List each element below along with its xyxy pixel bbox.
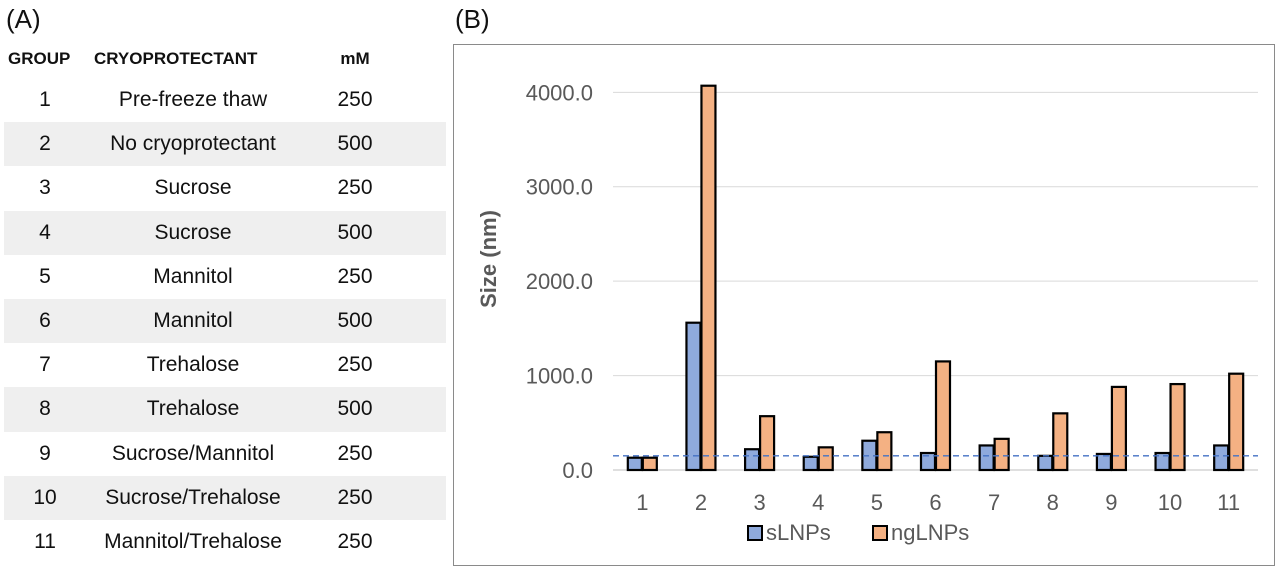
- bar-slnps-4: [802, 455, 819, 472]
- x-tick-label: 9: [1105, 490, 1117, 515]
- cell-cryoprotectant: Pre-freeze thaw: [118, 88, 268, 112]
- bar-nglnps-5: [876, 431, 893, 472]
- bar-nglnps-8: [1052, 412, 1069, 472]
- header-group: GROUP: [8, 49, 71, 68]
- cell-group: 4: [39, 220, 51, 244]
- cell-cryoprotectant: Mannitol: [153, 309, 233, 333]
- y-tick-label: 2000.0: [526, 269, 593, 294]
- cell-cryoprotectant: Mannitol/Trehalose: [104, 529, 282, 553]
- table-row: 7 Trehalose 250: [4, 343, 446, 387]
- bar-slnps-1: [626, 456, 643, 472]
- bar-nglnps-10: [1169, 382, 1186, 472]
- cell-mm: 500: [337, 220, 373, 244]
- bar-slnps-2: [685, 321, 702, 472]
- table-row: 1 Pre-freeze thaw 250: [4, 78, 446, 122]
- cell-mm: 250: [337, 88, 373, 112]
- table-row: 10 Sucrose/Trehalose 250: [4, 475, 446, 520]
- cell-cryoprotectant: Sucrose/Mannitol: [111, 441, 275, 465]
- table-row: 9 Sucrose/Mannitol 250: [4, 432, 446, 476]
- cell-group: 8: [39, 397, 51, 421]
- cell-group: 7: [39, 353, 51, 377]
- cryoprotectant-table: GROUP CRYOPROTECTANT mM 1 Pre-freeze tha…: [4, 40, 446, 564]
- gridlines: [613, 91, 1258, 471]
- cell-mm: 250: [337, 176, 373, 200]
- y-tick-label: 1000.0: [526, 364, 593, 389]
- x-tick-label: 10: [1158, 490, 1182, 515]
- bar-slnps-8: [1037, 454, 1054, 472]
- cell-mm: 500: [337, 132, 373, 156]
- legend-label-nglnps: ngLNPs: [891, 520, 969, 545]
- bar-nglnps-2: [700, 84, 717, 472]
- table-row: 5 Mannitol 250: [4, 255, 446, 299]
- bar-slnps-3: [743, 448, 761, 472]
- table-header-row: GROUP CRYOPROTECTANT mM: [4, 40, 446, 78]
- y-tick-label: 3000.0: [526, 175, 593, 200]
- y-tick-labels: 0.0 1000.0 2000.0 3000.0 4000.0: [526, 80, 593, 483]
- table-row: 3 Sucrose 250: [4, 166, 446, 210]
- cell-mm: 250: [337, 529, 373, 553]
- bars: [626, 84, 1245, 472]
- cell-group: 9: [39, 441, 51, 465]
- table-row: 6 Mannitol 500: [4, 298, 446, 344]
- cell-cryoprotectant: No cryoprotectant: [110, 132, 276, 156]
- cell-group: 10: [33, 485, 57, 509]
- cell-group: 5: [39, 264, 51, 288]
- y-tick-label: 0.0: [562, 458, 593, 483]
- x-tick-label: 3: [753, 490, 765, 515]
- bar-nglnps-11: [1228, 372, 1245, 472]
- panel-b-label: (B): [455, 4, 490, 34]
- legend-swatch-slnps: [747, 525, 763, 541]
- cell-group: 1: [39, 88, 51, 112]
- bar-slnps-11: [1213, 444, 1230, 472]
- cell-cryoprotectant: Sucrose: [154, 220, 232, 244]
- table-row: 2 No cryoprotectant 500: [4, 122, 446, 167]
- header-cryoprotectant: CRYOPROTECTANT: [94, 49, 258, 68]
- x-tick-label: 8: [1047, 490, 1059, 515]
- x-tick-labels: 1 2 3 4 5 6 7 8 9 10 11: [636, 490, 1240, 515]
- cell-cryoprotectant: Sucrose/Trehalose: [105, 485, 281, 509]
- cell-mm: 250: [337, 441, 373, 465]
- bar-nglnps-7: [993, 437, 1010, 472]
- cell-group: 3: [39, 176, 51, 200]
- x-tick-label: 6: [929, 490, 941, 515]
- cell-group: 6: [39, 309, 51, 333]
- cell-mm: 250: [337, 353, 373, 377]
- legend: sLNPs ngLNPs: [747, 520, 969, 545]
- table-row: 8 Trehalose 500: [4, 387, 446, 432]
- cell-mm: 500: [337, 397, 373, 421]
- bar-nglnps-9: [1110, 385, 1128, 472]
- x-tick-label: 4: [812, 490, 824, 515]
- bar-slnps-7: [978, 444, 995, 472]
- bar-nglnps-4: [817, 446, 834, 472]
- x-tick-label: 5: [871, 490, 883, 515]
- table-row: 4 Sucrose 500: [4, 210, 446, 255]
- legend-swatch-nglnps: [872, 525, 888, 541]
- y-tick-label: 4000.0: [526, 80, 593, 105]
- panel-a-label: (A): [6, 4, 41, 34]
- y-axis-title: Size (nm): [476, 210, 501, 308]
- chart-frame: [453, 44, 1275, 566]
- bar-nglnps-6: [934, 360, 952, 472]
- cell-cryoprotectant: Trehalose: [146, 353, 240, 377]
- x-tick-label: 2: [695, 490, 707, 515]
- legend-label-slnps: sLNPs: [766, 520, 831, 545]
- cell-mm: 250: [337, 264, 373, 288]
- cell-cryoprotectant: Mannitol: [153, 264, 233, 288]
- cell-cryoprotectant: Sucrose: [154, 176, 232, 200]
- table-row: 11 Mannitol/Trehalose 250: [4, 520, 446, 564]
- x-tick-label: 7: [988, 490, 1000, 515]
- x-tick-label: 1: [636, 490, 648, 515]
- cell-mm: 500: [337, 309, 373, 333]
- header-mm: mM: [340, 49, 370, 68]
- x-tick-label: 11: [1217, 490, 1240, 515]
- cell-cryoprotectant: Trehalose: [146, 397, 240, 421]
- cell-mm: 250: [337, 485, 373, 509]
- bar-nglnps-3: [758, 415, 776, 472]
- cell-group: 2: [39, 132, 51, 156]
- bar-nglnps-1: [641, 456, 658, 472]
- cell-group: 11: [34, 529, 56, 553]
